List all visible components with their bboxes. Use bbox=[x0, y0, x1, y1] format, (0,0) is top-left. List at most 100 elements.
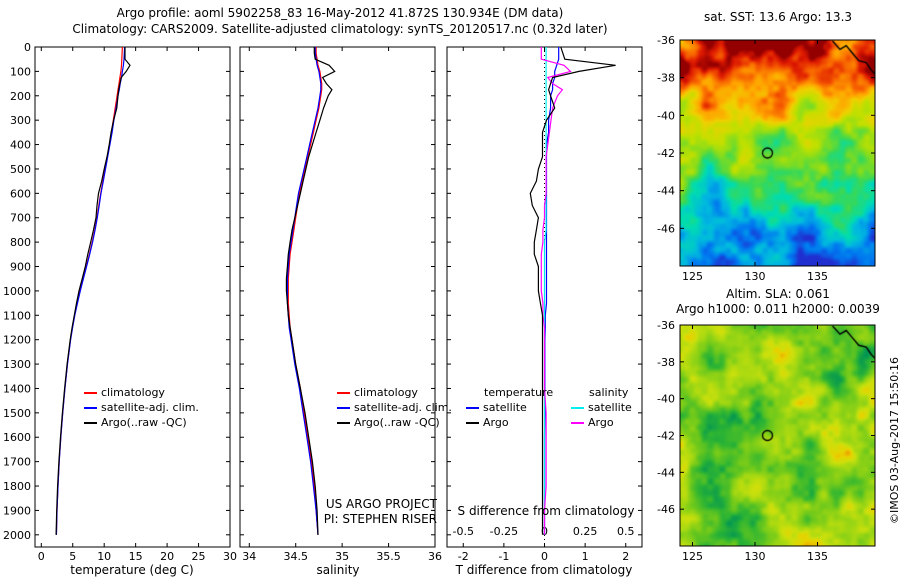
depth-tick-label: 200 bbox=[10, 90, 31, 103]
us-argo-project-note: US ARGO PROJECT bbox=[325, 497, 437, 511]
legend-item-satellite: satellite bbox=[466, 400, 527, 415]
lat-tick-label: -40 bbox=[657, 109, 675, 122]
map-border bbox=[679, 324, 876, 547]
x-tick-label: 36 bbox=[428, 550, 442, 563]
depth-tick-label: 500 bbox=[10, 163, 31, 176]
legend-line-sample bbox=[571, 421, 584, 424]
lon-tick-label: 135 bbox=[807, 550, 828, 563]
legend-line-sample bbox=[84, 421, 97, 424]
legend-line-sample bbox=[466, 406, 479, 409]
legend-item-climatology: climatology bbox=[84, 385, 199, 400]
x-tick-label: 35.5 bbox=[376, 550, 401, 563]
x-tick-label: 34.5 bbox=[283, 550, 308, 563]
legend-line-sample bbox=[571, 406, 584, 409]
x-tick-label: -2 bbox=[458, 550, 469, 563]
lon-tick-label: 130 bbox=[745, 550, 766, 563]
sla-map-title-line2: Argo h1000: 0.011 h2000: 0.0039 bbox=[676, 302, 880, 316]
pi-note: PI: STEPHEN RISER bbox=[323, 512, 437, 526]
legend-item-argo-raw-qc-: Argo(..raw -QC) bbox=[84, 415, 199, 430]
diff-legend-temperature-header: temperature bbox=[484, 386, 554, 399]
lat-tick-label: -44 bbox=[657, 466, 675, 479]
legend-item-satellite: satellite bbox=[571, 400, 632, 415]
diff-legend-temperature-column: satellite Argo bbox=[466, 400, 527, 430]
legend-item-satellite-adj-clim-: satellite-adj. clim. bbox=[84, 400, 199, 415]
legend-label: Argo bbox=[483, 416, 509, 429]
sst-map-title: sat. SST: 13.6 Argo: 13.3 bbox=[703, 10, 853, 24]
s-difference-label: S difference from climatology bbox=[457, 504, 635, 518]
lat-tick-label: -40 bbox=[657, 393, 675, 406]
x-tick-label: 10 bbox=[97, 550, 111, 563]
diff-legend-salinity-header: salinity bbox=[589, 386, 629, 399]
depth-tick-label: 300 bbox=[10, 114, 31, 127]
legend-label: satellite-adj. clim. bbox=[354, 401, 452, 414]
x-tick-label: 34 bbox=[242, 550, 256, 563]
legend-line-sample bbox=[337, 391, 350, 394]
legend-label: satellite-adj. clim. bbox=[101, 401, 199, 414]
depth-tick-label: 2000 bbox=[3, 529, 31, 542]
legend-item-argo-raw-qc-: Argo(..raw -QC) bbox=[337, 415, 452, 430]
x-tick-label: 0 bbox=[38, 550, 45, 563]
depth-tick-label: 1400 bbox=[3, 382, 31, 395]
diff-legend-salinity-column: satellite Argo bbox=[571, 400, 632, 430]
salinity-legend: climatology satellite-adj. clim. Argo(..ra… bbox=[337, 385, 452, 430]
depth-tick-label: 800 bbox=[10, 236, 31, 249]
s-scale-tick-label: 0.25 bbox=[573, 525, 598, 538]
legend-item-climatology: climatology bbox=[337, 385, 452, 400]
lat-tick-label: -38 bbox=[657, 356, 675, 369]
x-tick-label: -1 bbox=[498, 550, 509, 563]
legend-line-sample bbox=[84, 406, 97, 409]
legend-label: Argo(..raw -QC) bbox=[101, 416, 187, 429]
x-tick-label: 20 bbox=[160, 550, 174, 563]
lat-tick-label: -44 bbox=[657, 185, 675, 198]
s-scale-tick-label: 0.5 bbox=[617, 525, 635, 538]
x-tick-label: 1 bbox=[582, 550, 589, 563]
lon-tick-label: 125 bbox=[682, 550, 703, 563]
legend-label: Argo(..raw -QC) bbox=[354, 416, 440, 429]
lat-tick-label: -46 bbox=[657, 222, 675, 235]
legend-label: climatology bbox=[101, 386, 165, 399]
x-tick-label: 30 bbox=[223, 550, 237, 563]
x-tick-label: 15 bbox=[129, 550, 143, 563]
legend-item-argo: Argo bbox=[466, 415, 527, 430]
figure-title-line2: Climatology: CARS2009. Satellite-adjuste… bbox=[72, 22, 608, 36]
series-argo-t-diff bbox=[529, 46, 616, 535]
x-tick-label: 25 bbox=[192, 550, 206, 563]
depth-tick-label: 1200 bbox=[3, 334, 31, 347]
lat-tick-label: -42 bbox=[657, 430, 675, 443]
panel-temperature-profile: 0 5 10 15 20 25 300100200300400500600700800900… bbox=[3, 41, 237, 563]
sla-map-image bbox=[680, 325, 875, 546]
depth-tick-label: 100 bbox=[10, 65, 31, 78]
depth-tick-label: 0 bbox=[24, 41, 31, 54]
axes-sla-map: 125 130 135 -36 -38 -40 -42 -44 -46 bbox=[657, 319, 876, 563]
x-tick-label: 0 bbox=[541, 550, 548, 563]
depth-tick-label: 1800 bbox=[3, 480, 31, 493]
series-argo-raw-qc- bbox=[55, 47, 131, 535]
figure-title-line1: Argo profile: aoml 5902258_83 16-May-201… bbox=[116, 6, 564, 20]
axes-sst-map: 125 130 135 -36 -38 -40 -42 -44 -46 bbox=[657, 34, 876, 283]
series-argo-raw-qc- bbox=[285, 47, 336, 535]
depth-tick-label: 1700 bbox=[3, 456, 31, 469]
panel-salinity-profile: 34 34.5 35 35.5 36 bbox=[239, 46, 442, 563]
depth-tick-label: 600 bbox=[10, 187, 31, 200]
map-border bbox=[679, 39, 876, 267]
legend-item-satellite-adj-clim-: satellite-adj. clim. bbox=[337, 400, 452, 415]
legend-line-sample bbox=[466, 421, 479, 424]
lat-tick-label: -42 bbox=[657, 147, 675, 160]
lat-tick-label: -36 bbox=[657, 34, 675, 47]
depth-tick-label: 1500 bbox=[3, 407, 31, 420]
x-tick-label: 2 bbox=[622, 550, 629, 563]
imos-watermark: ©IMOS 03-Aug-2017 15:50:16 bbox=[888, 357, 900, 524]
panel-border bbox=[239, 46, 436, 548]
depth-tick-label: 400 bbox=[10, 139, 31, 152]
legend-label: climatology bbox=[354, 386, 418, 399]
sla-map-title-line1: Altim. SLA: 0.061 bbox=[726, 287, 830, 301]
x-tick-label: 5 bbox=[69, 550, 76, 563]
lon-tick-label: 130 bbox=[745, 270, 766, 283]
depth-tick-label: 1300 bbox=[3, 358, 31, 371]
salinity-xlabel: salinity bbox=[316, 563, 360, 577]
legend-label: Argo bbox=[588, 416, 614, 429]
temperature-xlabel: temperature (deg C) bbox=[70, 563, 194, 577]
